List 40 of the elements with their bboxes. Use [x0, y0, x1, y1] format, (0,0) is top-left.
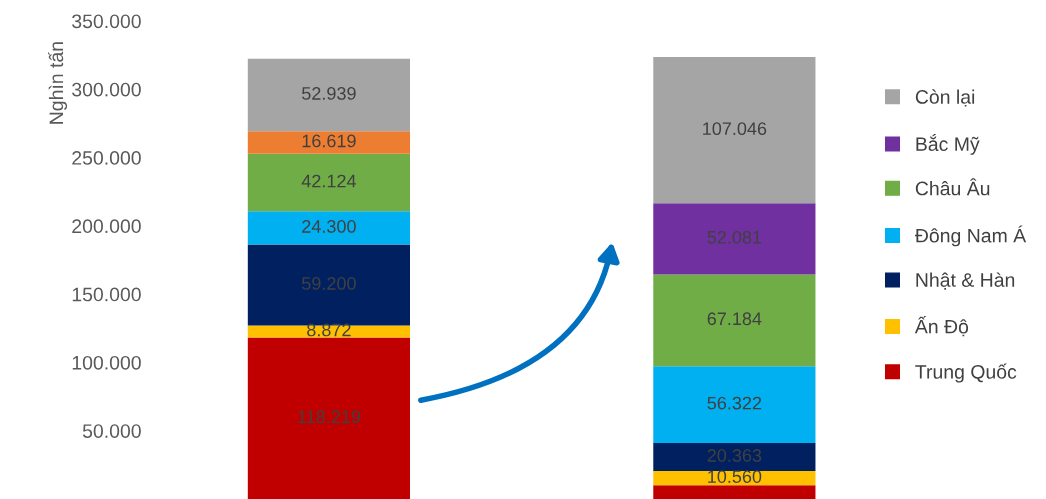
data-label: 52.939 [302, 87, 356, 100]
bar [653, 485, 816, 499]
data-label: 67.184 [707, 312, 762, 326]
data-label: 20.363 [707, 449, 762, 462]
data-label: 118.219 [298, 410, 361, 424]
data-label: 16.619 [302, 134, 356, 148]
bar [247, 131, 410, 154]
legend-label: Đông Nam Á [914, 225, 1027, 247]
bar [653, 443, 816, 471]
bar [653, 57, 816, 204]
bar [653, 366, 816, 444]
bar [653, 203, 816, 275]
legend-label: Nhật & Hàn [916, 272, 1015, 290]
legend-label: Bắc Mỹ [916, 133, 980, 155]
bar [247, 337, 410, 499]
legend-label: Châu Âu [915, 178, 990, 196]
bar [247, 325, 410, 338]
bar [247, 211, 410, 245]
data-label: 52.081 [707, 230, 762, 244]
y-tick-label: 200.000 [72, 219, 141, 234]
legend-label: Ấn Độ [914, 315, 969, 337]
y-tick-label: 100.000 [72, 355, 141, 370]
data-label: 42.124 [301, 174, 356, 188]
legend-label: Còn lại [915, 89, 975, 107]
bar [247, 153, 410, 212]
y-tick-label: 50.000 [82, 424, 141, 438]
legend-label: Trung Quốc [915, 363, 1017, 383]
y-tick-label: 150.000 [72, 287, 141, 302]
data-label: 10.560 [708, 470, 762, 483]
y-tick-label: 300.000 [72, 82, 141, 97]
data-label: 24.300 [302, 220, 356, 233]
y-axis-title: Nghìn tấn [48, 42, 68, 124]
data-label: 107.046 [703, 122, 767, 136]
y-tick-label: 250.000 [72, 151, 141, 165]
data-label: 8.872 [307, 323, 351, 337]
y-tick-label: 350.000 [72, 14, 141, 29]
data-label: 56.322 [707, 396, 762, 410]
bar [247, 58, 410, 132]
data-label: 59.200 [302, 277, 356, 290]
bar [653, 274, 816, 367]
